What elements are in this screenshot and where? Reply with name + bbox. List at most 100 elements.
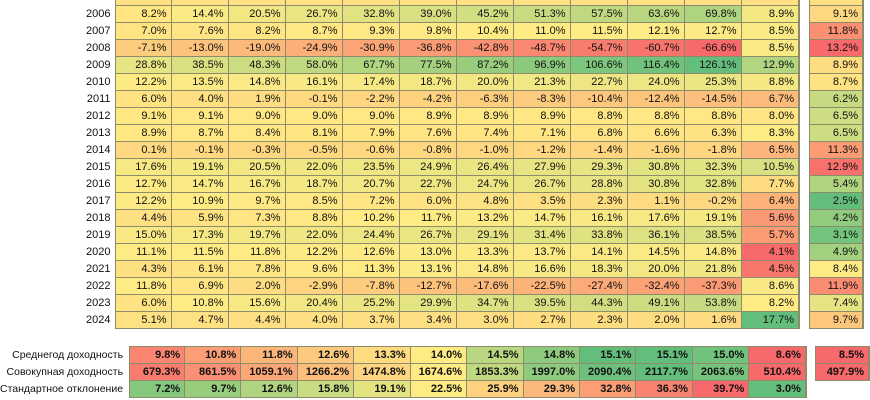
return-cell[interactable]: 44.3%: [569, 294, 628, 312]
return-cell[interactable]: 13.3%: [455, 243, 514, 261]
summary-value-cell[interactable]: 11.8%: [240, 346, 298, 364]
summary-value-cell[interactable]: 32.8%: [578, 380, 637, 398]
return-cell[interactable]: 4.1%: [740, 243, 800, 261]
return-cell[interactable]: 96.9%: [512, 56, 571, 74]
return-cell[interactable]: 6.5%: [808, 124, 864, 142]
return-cell[interactable]: 16.1%: [569, 209, 628, 227]
return-cell[interactable]: 38.5%: [683, 226, 742, 244]
return-cell[interactable]: 29.1%: [455, 226, 514, 244]
return-cell[interactable]: 39.0%: [398, 5, 457, 23]
return-cell[interactable]: -0.6%: [341, 141, 400, 159]
return-cell[interactable]: 6.1%: [170, 260, 229, 278]
return-cell[interactable]: 4.0%: [284, 311, 343, 329]
return-cell[interactable]: 7.6%: [398, 124, 457, 142]
return-cell[interactable]: 9.1%: [170, 107, 229, 125]
return-cell[interactable]: -1.2%: [512, 141, 571, 159]
return-cell[interactable]: 10.4%: [455, 22, 514, 40]
summary-value-cell[interactable]: 36.3%: [635, 380, 693, 398]
return-cell[interactable]: -0.1%: [284, 90, 343, 108]
summary-value-cell[interactable]: 7.2%: [129, 380, 186, 398]
return-cell[interactable]: 5.9%: [170, 209, 229, 227]
return-cell[interactable]: -13.0%: [170, 39, 229, 57]
return-cell[interactable]: 2.3%: [569, 192, 628, 210]
return-cell[interactable]: 7.2%: [341, 192, 400, 210]
return-cell[interactable]: 11.5%: [170, 243, 229, 261]
summary-value-cell[interactable]: 2117.7%: [635, 363, 693, 381]
return-cell[interactable]: 36.1%: [626, 226, 685, 244]
return-cell[interactable]: -8.3%: [512, 90, 571, 108]
return-cell[interactable]: 7.4%: [808, 294, 864, 312]
return-cell[interactable]: 8.0%: [740, 107, 800, 125]
return-cell[interactable]: 32.8%: [683, 175, 742, 193]
return-cell[interactable]: 21.8%: [683, 260, 742, 278]
return-cell[interactable]: 14.8%: [455, 260, 514, 278]
return-cell[interactable]: 24.4%: [341, 226, 400, 244]
return-cell[interactable]: 12.7%: [683, 22, 742, 40]
summary-value-cell[interactable]: 14.5%: [466, 346, 524, 364]
return-cell[interactable]: 6.7%: [740, 90, 800, 108]
return-cell[interactable]: 19.1%: [683, 209, 742, 227]
return-cell[interactable]: 8.8%: [740, 73, 800, 91]
return-cell[interactable]: 17.6%: [626, 209, 685, 227]
summary-value-cell[interactable]: 13.3%: [353, 346, 411, 364]
return-cell[interactable]: 11.5%: [569, 22, 628, 40]
summary-value-cell[interactable]: 679.3%: [129, 363, 186, 381]
return-cell[interactable]: 22.0%: [284, 158, 343, 176]
return-cell[interactable]: -32.4%: [626, 277, 685, 295]
return-cell[interactable]: 28.8%: [569, 175, 628, 193]
return-cell[interactable]: -1.8%: [683, 141, 742, 159]
summary-value-cell[interactable]: 8.5%: [815, 346, 870, 364]
return-cell[interactable]: -0.2%: [683, 192, 742, 210]
summary-value-cell[interactable]: 10.8%: [184, 346, 242, 364]
return-cell[interactable]: 11.8%: [227, 243, 286, 261]
return-cell[interactable]: -12.4%: [626, 90, 685, 108]
return-cell[interactable]: 11.7%: [398, 209, 457, 227]
return-cell[interactable]: 4.9%: [808, 243, 864, 261]
summary-value-cell[interactable]: 510.4%: [748, 363, 807, 381]
return-cell[interactable]: 22.7%: [398, 175, 457, 193]
summary-value-cell[interactable]: 15.1%: [635, 346, 693, 364]
return-cell[interactable]: -19.0%: [227, 39, 286, 57]
return-cell[interactable]: -0.1%: [170, 141, 229, 159]
return-cell[interactable]: 8.9%: [808, 56, 864, 74]
return-cell[interactable]: 8.9%: [398, 107, 457, 125]
return-cell[interactable]: 7.6%: [170, 22, 229, 40]
return-cell[interactable]: 2.0%: [626, 311, 685, 329]
return-cell[interactable]: 8.8%: [569, 107, 628, 125]
summary-value-cell[interactable]: 497.9%: [815, 363, 870, 381]
return-cell[interactable]: -37.3%: [683, 277, 742, 295]
return-cell[interactable]: 7.1%: [512, 124, 571, 142]
return-cell[interactable]: 4.2%: [808, 209, 864, 227]
return-cell[interactable]: 32.3%: [683, 158, 742, 176]
return-cell[interactable]: 8.9%: [740, 5, 800, 23]
return-cell[interactable]: 6.0%: [114, 294, 172, 312]
return-cell[interactable]: 14.7%: [512, 209, 571, 227]
return-cell[interactable]: -66.6%: [683, 39, 742, 57]
return-cell[interactable]: 6.0%: [398, 192, 457, 210]
return-cell[interactable]: 12.2%: [284, 243, 343, 261]
return-cell[interactable]: 3.0%: [455, 311, 514, 329]
return-cell[interactable]: 5.6%: [740, 209, 800, 227]
return-cell[interactable]: 9.0%: [227, 107, 286, 125]
return-cell[interactable]: 11.9%: [808, 277, 864, 295]
return-cell[interactable]: 31.4%: [512, 226, 571, 244]
return-cell[interactable]: 8.4%: [227, 124, 286, 142]
return-cell[interactable]: 8.7%: [284, 22, 343, 40]
return-cell[interactable]: 25.3%: [683, 73, 742, 91]
return-cell[interactable]: -10.4%: [569, 90, 628, 108]
return-cell[interactable]: 11.8%: [808, 22, 864, 40]
return-cell[interactable]: 29.3%: [569, 158, 628, 176]
summary-value-cell[interactable]: 8.6%: [748, 346, 807, 364]
return-cell[interactable]: 16.7%: [227, 175, 286, 193]
summary-value-cell[interactable]: 1997.0%: [522, 363, 580, 381]
return-cell[interactable]: 34.7%: [455, 294, 514, 312]
return-cell[interactable]: 4.5%: [740, 260, 800, 278]
return-cell[interactable]: 13.7%: [512, 243, 571, 261]
return-cell[interactable]: 33.8%: [569, 226, 628, 244]
summary-value-cell[interactable]: 2090.4%: [578, 363, 637, 381]
return-cell[interactable]: 17.4%: [341, 73, 400, 91]
return-cell[interactable]: 11.0%: [512, 22, 571, 40]
return-cell[interactable]: 51.3%: [512, 5, 571, 23]
return-cell[interactable]: 0.1%: [114, 141, 172, 159]
return-cell[interactable]: 8.9%: [455, 107, 514, 125]
